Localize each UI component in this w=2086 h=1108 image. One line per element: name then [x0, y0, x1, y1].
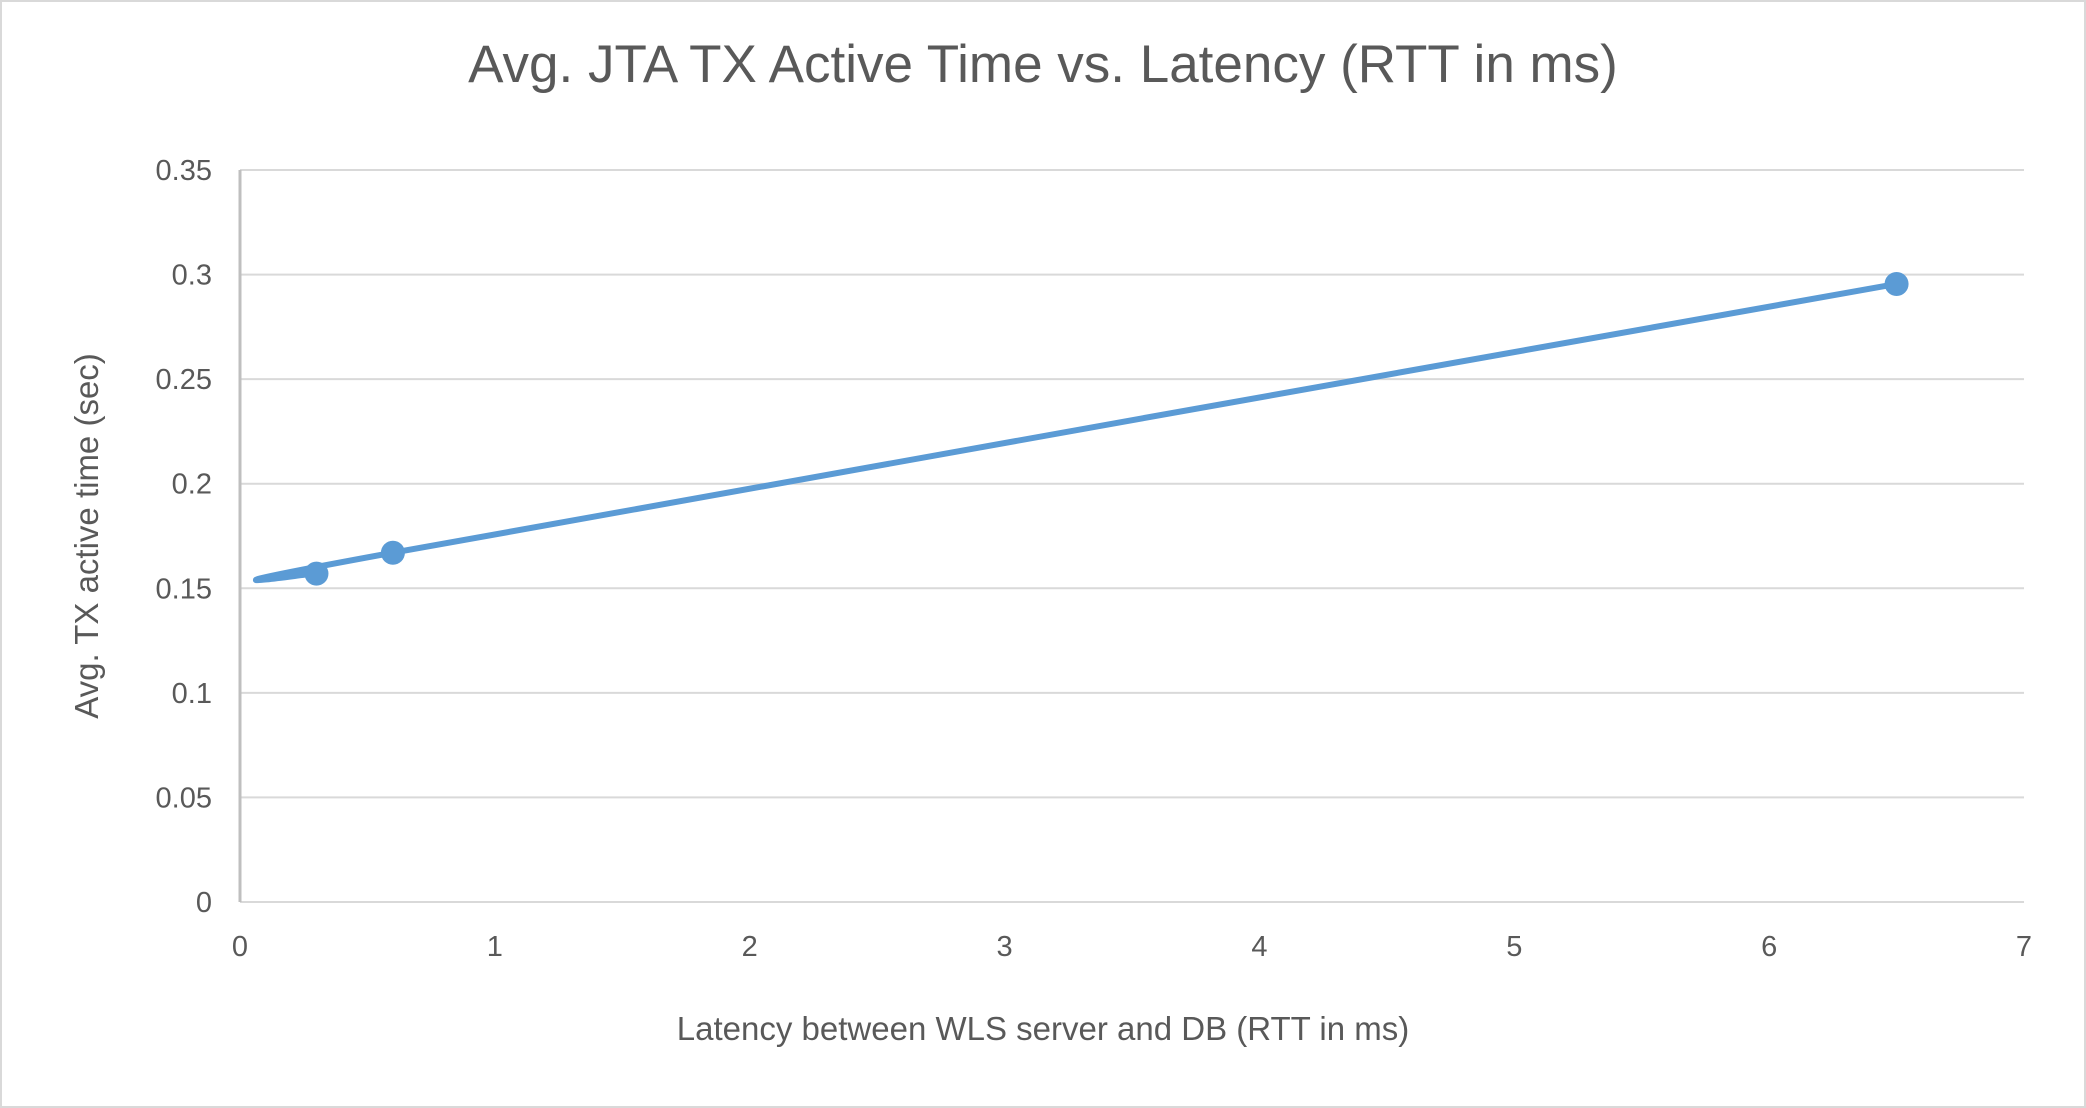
y-tick-label: 0.35	[156, 155, 212, 187]
y-tick-label: 0.1	[172, 678, 212, 710]
gridlines	[238, 169, 2024, 903]
x-tick-label: 2	[742, 931, 758, 963]
data-point	[380, 540, 405, 565]
x-tick-label: 4	[1251, 931, 1267, 963]
y-tick-labels: 0 0.05 0.1 0.15 0.2 0.25 0.3 0.35	[156, 155, 212, 919]
y-tick-label: 0.15	[156, 573, 212, 605]
x-axis-title: Latency between WLS server and DB (RTT i…	[677, 1010, 1409, 1047]
x-tick-label: 5	[1506, 931, 1522, 963]
x-tick-label: 7	[2016, 931, 2032, 963]
y-tick-label: 0.2	[172, 469, 212, 501]
series	[252, 271, 1909, 586]
data-point	[1884, 271, 1909, 296]
data-point	[304, 561, 329, 586]
x-tick-label: 0	[232, 931, 248, 963]
x-tick-label: 6	[1761, 931, 1777, 963]
x-tick-label: 1	[487, 931, 503, 963]
y-tick-label: 0.05	[156, 782, 212, 814]
y-tick-label: 0	[196, 887, 212, 919]
x-tick-label: 3	[997, 931, 1013, 963]
y-tick-label: 0.25	[156, 364, 212, 396]
y-tick-label: 0.3	[172, 260, 212, 292]
series-line	[252, 280, 1900, 584]
y-axis-title: Avg. TX active time (sec)	[68, 353, 105, 719]
chart-title: Avg. JTA TX Active Time vs. Latency (RTT…	[468, 35, 1618, 94]
x-tick-labels: 0 1 2 3 4 5 6 7	[232, 931, 2032, 963]
